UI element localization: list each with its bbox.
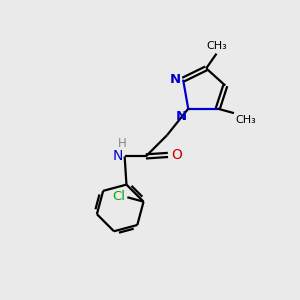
Text: Cl: Cl	[112, 190, 125, 203]
Text: N: N	[113, 149, 123, 163]
Text: N: N	[176, 110, 187, 123]
Text: CH₃: CH₃	[207, 41, 227, 51]
Text: O: O	[171, 148, 182, 162]
Text: N: N	[169, 73, 181, 85]
Text: H: H	[118, 137, 127, 150]
Text: CH₃: CH₃	[236, 115, 256, 124]
